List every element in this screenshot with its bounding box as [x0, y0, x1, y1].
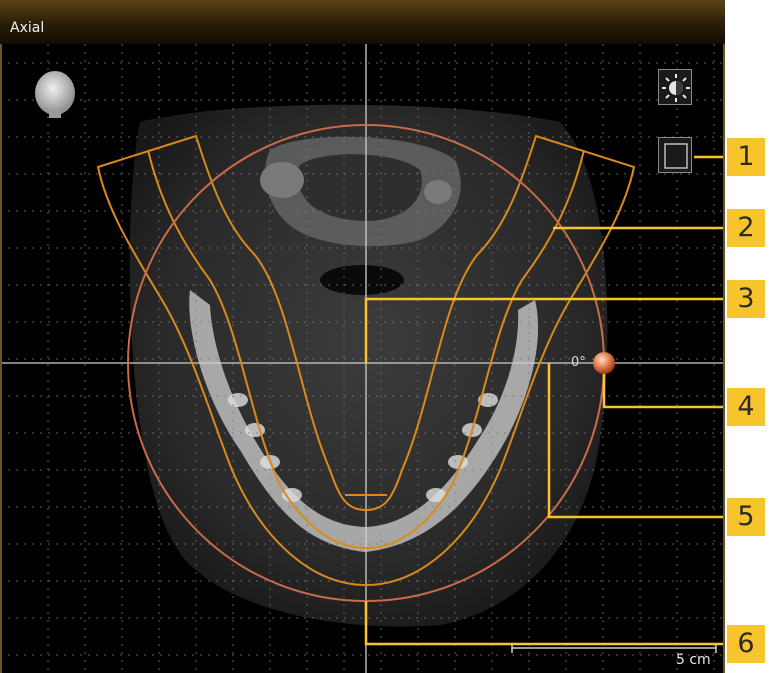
- callout-4: 4: [727, 388, 765, 426]
- scale-label: 5 cm: [676, 652, 711, 668]
- brightness-contrast-button[interactable]: [658, 69, 692, 105]
- callout-5: 5: [727, 498, 765, 536]
- frame-toggle-icon: [664, 143, 688, 169]
- callout-6: 6: [727, 625, 765, 663]
- callout-2: 2: [727, 209, 765, 247]
- grid: [0, 44, 725, 673]
- frame-toggle-button[interactable]: [658, 137, 692, 173]
- callout-1: 1: [727, 138, 765, 176]
- callout-lines: [364, 155, 725, 646]
- callout-3: 3: [727, 280, 765, 318]
- head-orientation-icon: [35, 71, 75, 118]
- rotation-handle: [593, 352, 615, 374]
- axial-view[interactable]: Axial 0° 5 cm: [0, 0, 725, 673]
- view-title-bar: Axial: [0, 0, 725, 44]
- ct-slice: [0, 44, 725, 673]
- frame-right: [723, 44, 725, 673]
- view-title: Axial: [10, 20, 45, 36]
- panoramic-curve: [96, 134, 636, 587]
- frame-left: [0, 44, 2, 673]
- rotation-angle: 0°: [571, 355, 586, 370]
- brightness-contrast-icon: [662, 74, 690, 102]
